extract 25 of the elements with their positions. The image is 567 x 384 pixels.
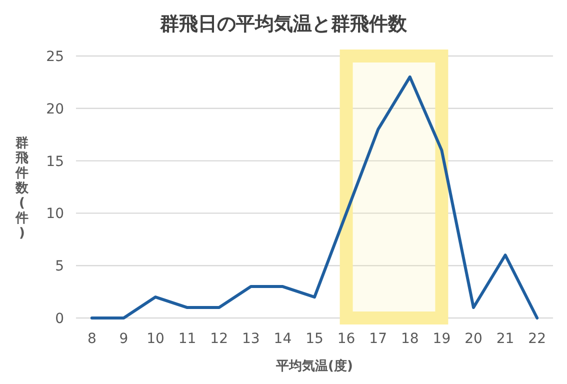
x-tick-label: 19 bbox=[432, 331, 451, 347]
x-tick-label: 18 bbox=[400, 331, 419, 347]
y-axis-title: 群飛件数(件) bbox=[14, 136, 30, 241]
x-tick-label: 11 bbox=[178, 331, 196, 347]
x-tick-label: 17 bbox=[369, 331, 388, 347]
x-tick-label: 22 bbox=[528, 331, 546, 347]
x-tick-label: 15 bbox=[306, 331, 324, 347]
y-tick-label: 15 bbox=[46, 154, 64, 170]
x-tick-label: 9 bbox=[119, 331, 128, 347]
y-tick-label: 10 bbox=[46, 206, 64, 222]
y-tick-label: 5 bbox=[55, 258, 64, 275]
y-tick-label: 20 bbox=[46, 101, 64, 118]
x-tick-label: 16 bbox=[337, 331, 356, 347]
chart-title: 群飛日の平均気温と群飛件数 bbox=[159, 13, 408, 35]
x-tick-label: 10 bbox=[146, 331, 164, 347]
x-axis-title: 平均気温(度) bbox=[275, 358, 353, 374]
x-tick-label: 21 bbox=[496, 331, 514, 347]
y-tick-label: 25 bbox=[46, 49, 64, 65]
x-tick-label: 14 bbox=[274, 331, 292, 347]
x-tick-label: 12 bbox=[210, 331, 228, 347]
x-tick-label: 13 bbox=[242, 331, 260, 347]
x-tick-label: 20 bbox=[464, 331, 482, 347]
y-tick-label: 0 bbox=[55, 311, 64, 327]
line-series bbox=[90, 75, 539, 320]
x-tick-label: 8 bbox=[87, 331, 96, 347]
